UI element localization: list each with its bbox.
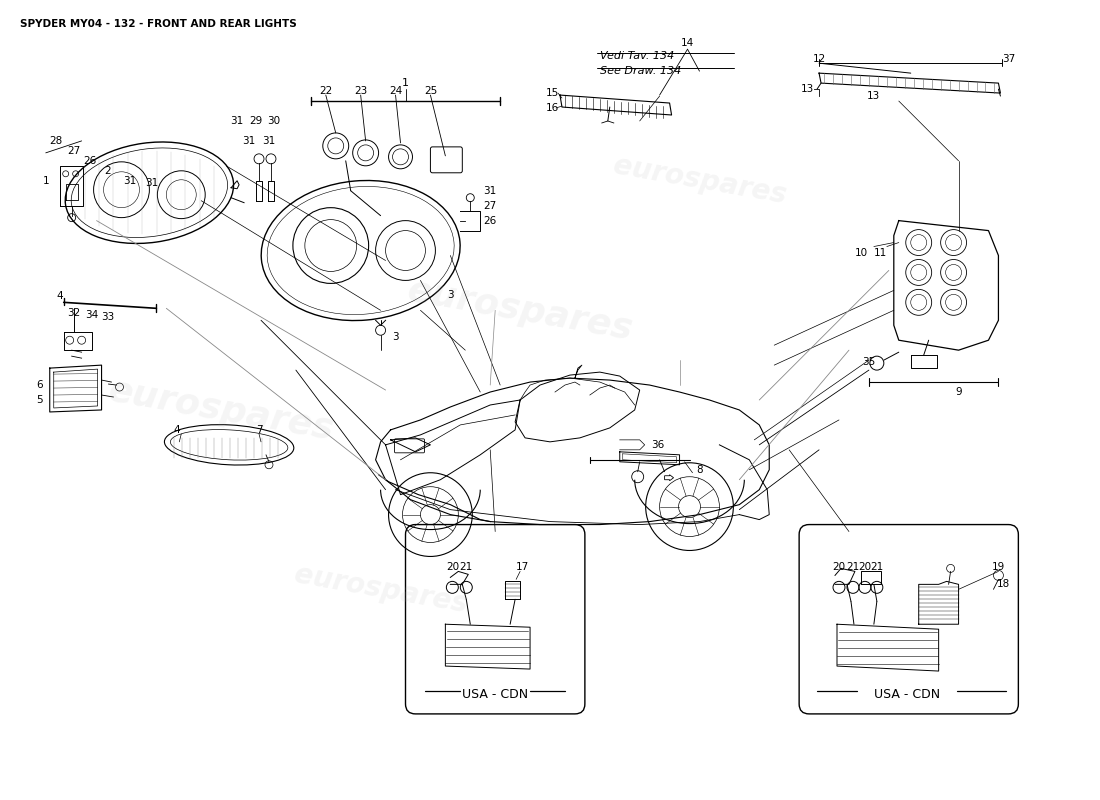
Text: 22: 22	[319, 86, 332, 96]
Text: 25: 25	[424, 86, 437, 96]
Text: 21: 21	[460, 562, 473, 573]
Text: 34: 34	[85, 310, 98, 320]
Text: 20: 20	[446, 562, 459, 573]
Text: SPYDER MY04 - 132 - FRONT AND REAR LIGHTS: SPYDER MY04 - 132 - FRONT AND REAR LIGHT…	[20, 19, 297, 30]
Text: 37: 37	[1002, 54, 1015, 64]
Text: 17: 17	[516, 562, 529, 573]
Text: 15: 15	[546, 88, 559, 98]
Text: 31: 31	[484, 186, 497, 196]
Text: 21: 21	[870, 562, 883, 573]
Text: 5: 5	[36, 395, 43, 405]
Text: 31: 31	[242, 136, 255, 146]
Text: 14: 14	[681, 38, 694, 48]
Text: 19: 19	[992, 562, 1005, 573]
Text: 7: 7	[255, 425, 262, 435]
Text: eurospares: eurospares	[292, 560, 470, 618]
Text: Vedi Tav. 134: Vedi Tav. 134	[600, 51, 674, 61]
Text: USA - CDN: USA - CDN	[462, 689, 528, 702]
Text: 31: 31	[123, 176, 136, 186]
Text: 1: 1	[43, 176, 50, 186]
Text: 18: 18	[997, 579, 1010, 590]
Text: 4: 4	[173, 425, 179, 435]
Text: USA - CDN: USA - CDN	[873, 689, 939, 702]
Text: 3: 3	[447, 290, 453, 300]
Text: 31: 31	[145, 178, 158, 188]
Text: 31: 31	[231, 116, 244, 126]
Text: eurospares: eurospares	[610, 152, 789, 210]
Text: 27: 27	[484, 201, 497, 210]
Text: 31: 31	[263, 136, 276, 146]
Text: 12: 12	[813, 54, 826, 64]
Text: 32: 32	[67, 308, 80, 318]
Text: 23: 23	[354, 86, 367, 96]
Text: 4: 4	[56, 291, 63, 302]
Text: 21: 21	[846, 562, 859, 573]
Text: 11: 11	[874, 247, 888, 258]
Text: 20: 20	[858, 562, 871, 573]
Text: 24: 24	[389, 86, 403, 96]
Text: 27: 27	[67, 146, 80, 156]
Text: 1: 1	[402, 78, 409, 88]
Text: 29: 29	[250, 116, 263, 126]
Text: 20: 20	[833, 562, 846, 573]
Text: 10: 10	[855, 247, 868, 258]
Text: 16: 16	[546, 103, 559, 113]
Text: 3: 3	[393, 332, 399, 342]
Text: 28: 28	[50, 136, 63, 146]
Text: 26: 26	[484, 216, 497, 226]
Text: eurospares: eurospares	[405, 274, 636, 347]
Text: 2: 2	[104, 166, 111, 176]
Text: 26: 26	[82, 156, 96, 166]
Text: 6: 6	[36, 380, 43, 390]
Text: 13: 13	[867, 91, 880, 101]
Text: 30: 30	[267, 116, 280, 126]
Text: 9: 9	[955, 387, 961, 397]
Text: 36: 36	[651, 440, 664, 450]
Text: 35: 35	[862, 357, 876, 367]
Text: See Draw. 134: See Draw. 134	[600, 66, 681, 76]
Text: 13: 13	[801, 84, 814, 94]
Text: eurospares: eurospares	[106, 374, 337, 446]
Text: 8: 8	[696, 465, 703, 474]
Text: 33: 33	[101, 312, 114, 322]
